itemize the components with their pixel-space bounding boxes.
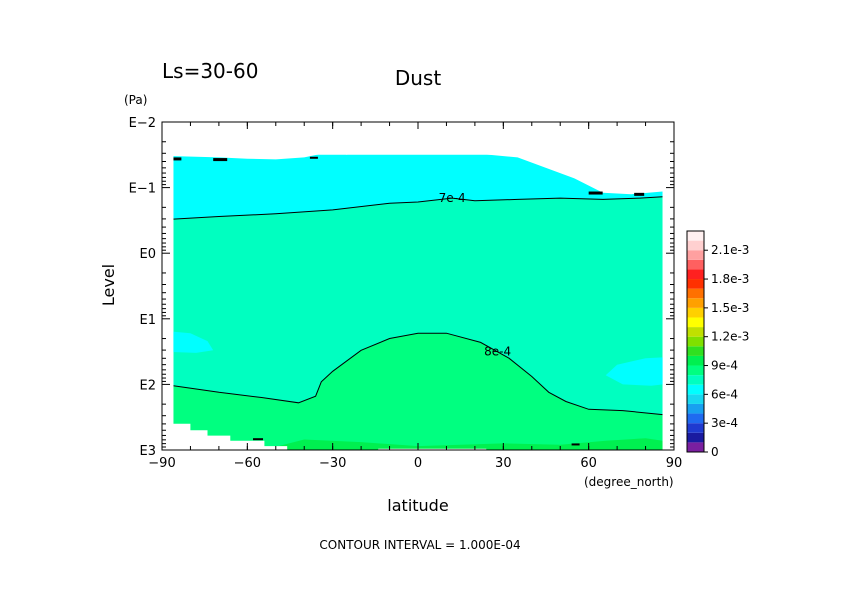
colorbar-swatch (687, 394, 704, 404)
y-axis: E−2 E−1 E0 E1 E2 E3 (129, 116, 674, 459)
contour-interval-note: CONTOUR INTERVAL = 1.000E-04 (319, 538, 520, 552)
colorbar-swatch (687, 317, 704, 328)
colorbar-swatch (687, 403, 704, 414)
high-value-mark (588, 191, 603, 195)
region-6e-4-7e-4-top (173, 146, 663, 220)
high-value-mark (173, 157, 182, 161)
colorbar-swatch (687, 413, 704, 424)
contour-field (162, 122, 674, 450)
colorbar-swatch (687, 423, 704, 433)
colorbar-label: 6e-4 (711, 387, 738, 401)
contour-label: 7e-4 (439, 191, 466, 205)
colorbar-swatch (687, 259, 704, 270)
contour-line-8e-4 (173, 332, 663, 416)
contour-labels: 7e-4 8e-4 (439, 191, 511, 359)
colorbar-swatch (687, 231, 704, 241)
chart-title: Dust (395, 66, 441, 90)
x-tick-label: −60 (234, 456, 261, 471)
x-tick-label: 90 (666, 456, 683, 471)
y-tick-label: E0 (140, 247, 157, 262)
colorbar-swatch (687, 298, 704, 308)
colorbar-label: 1.5e-3 (711, 301, 749, 315)
high-value-mark (213, 158, 228, 162)
colorbar: 0 3e-4 6e-4 9e-4 1.2e-3 1.5e-3 1.8e-3 2.1e-3 (686, 230, 749, 459)
colorbar-swatch (687, 432, 704, 443)
colorbar-swatch (687, 279, 704, 289)
x-tick-label: −90 (148, 456, 175, 471)
colorbar-swatch (687, 327, 704, 337)
x-tick-label: 60 (580, 456, 597, 471)
contour-line-7e-4 (173, 196, 663, 220)
x-axis: −90 −60 −30 0 30 60 90 (148, 122, 682, 471)
high-value-mark (634, 192, 645, 196)
colorbar-swatch (687, 365, 704, 376)
y-tick-label: E3 (140, 444, 157, 459)
y-tick-label: E1 (140, 313, 157, 328)
colorbar-label: 3e-4 (711, 416, 738, 430)
colorbar-label: 1.8e-3 (711, 272, 749, 286)
colorbar-swatch (687, 346, 704, 356)
data-gap (162, 423, 288, 450)
data-gap (162, 122, 674, 450)
colorbar-swatch (687, 336, 704, 347)
y-axis-title: Level (99, 264, 118, 306)
colorbar-swatch (687, 375, 704, 385)
high-value-mark (571, 443, 580, 446)
colorbar-label: 1.2e-3 (711, 330, 749, 344)
season-label: Ls=30-60 (162, 59, 258, 83)
y-tick-label: E2 (140, 378, 157, 393)
colorbar-swatch (687, 240, 704, 251)
contour-label: 8e-4 (484, 345, 511, 359)
colorbar-swatch (687, 269, 704, 280)
region-6e-4-7e-4-right (605, 356, 674, 386)
colorbar-swatch (687, 442, 704, 452)
colorbar-label: 0 (711, 445, 719, 459)
colorbar-label: 9e-4 (711, 359, 738, 373)
x-tick-label: −30 (319, 456, 346, 471)
x-tick-label: 30 (495, 456, 512, 471)
x-axis-title: latitude (387, 496, 448, 515)
region-8e-4-9e-4 (173, 333, 663, 450)
y-axis-unit: (Pa) (124, 93, 147, 107)
colorbar-swatch (687, 250, 704, 260)
region-high-marks (173, 156, 645, 446)
colorbar-swatch (687, 288, 704, 299)
colorbar-swatch (687, 384, 704, 395)
region-6e-4-7e-4-left (162, 330, 214, 353)
y-tick-label: E−2 (129, 116, 156, 131)
colorbar-swatch (687, 307, 704, 318)
region-7e-4-8e-4 (173, 156, 663, 450)
x-tick-label: 0 (414, 456, 422, 471)
x-axis-unit: (degree_north) (584, 475, 674, 489)
colorbar-swatch (687, 355, 704, 366)
y-tick-label: E−1 (129, 182, 156, 197)
high-value-mark (253, 438, 264, 441)
colorbar-label: 2.1e-3 (711, 243, 749, 257)
region-9e-4-bottom (275, 438, 663, 450)
colorbar-frame (686, 230, 705, 453)
high-value-mark (309, 156, 318, 159)
